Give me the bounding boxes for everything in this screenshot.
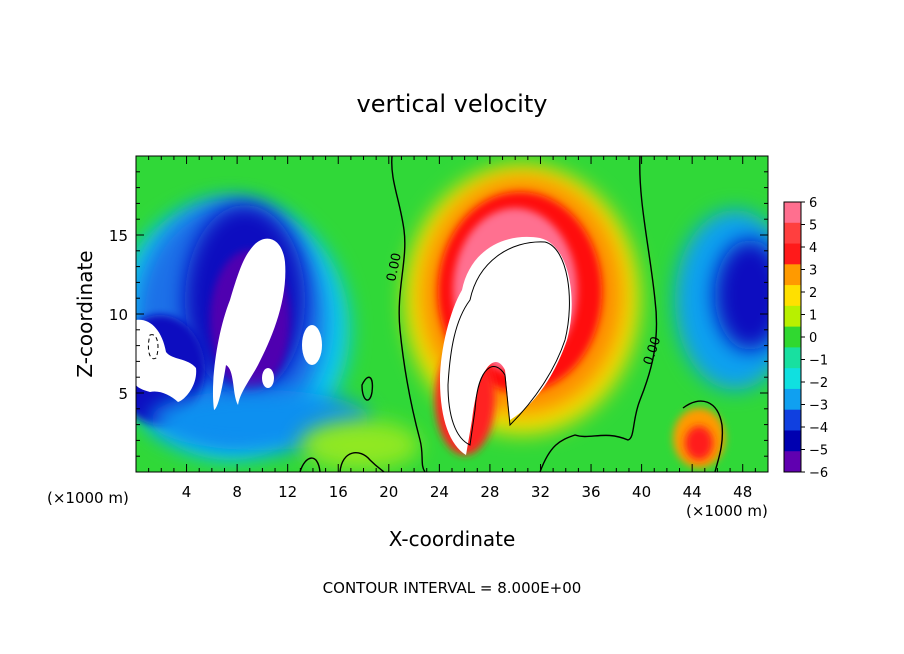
colorbar-swatch (784, 451, 801, 473)
colorbar-swatch (784, 285, 801, 307)
downdraft-core-white (212, 238, 286, 410)
x-tick-label: 16 (329, 483, 348, 501)
colorbar-label: 3 (809, 264, 817, 279)
x-unit-label-left: (×1000 m) (47, 489, 129, 507)
y-tick-label: 15 (109, 227, 128, 245)
zero-contour-small-3 (339, 452, 385, 472)
downdraft-tiny-white (262, 368, 274, 388)
colorbar-label: 2 (809, 286, 817, 301)
y-axis: 5 10 15 (109, 171, 768, 457)
x-tick-label: 36 (581, 483, 600, 501)
colorbar-label: −2 (809, 376, 828, 391)
zero-contour-right (539, 156, 658, 472)
colorbar-swatch (784, 243, 801, 265)
x-tick-label: 32 (531, 483, 550, 501)
colorbar-label: 1 (809, 309, 817, 324)
colorbar-swatch (784, 388, 801, 411)
zero-contour-right-spot (682, 400, 724, 472)
colorbar-label: −3 (809, 399, 828, 414)
contour-label: 0.00 (384, 252, 405, 283)
x-tick-label: 12 (278, 483, 297, 501)
updraft-core-white (440, 236, 572, 455)
colorbar-swatch (784, 430, 801, 452)
colorbar-label: −1 (809, 354, 828, 369)
zero-contour-left (391, 156, 426, 472)
colorbar-swatch (784, 305, 801, 328)
x-axis: 4 8 12 16 20 24 28 32 36 40 44 48 (148, 156, 756, 501)
colorbar-label: −6 (809, 466, 828, 481)
downdraft-edge-white (136, 319, 197, 402)
downdraft-small-white (302, 325, 322, 365)
y-axis-label: Z-coordinate (73, 250, 97, 377)
updraft-inner-contour (447, 241, 570, 446)
colorbar-swatch (784, 264, 801, 286)
contour-interval-footer: CONTOUR INTERVAL = 8.000E+00 (323, 579, 582, 597)
right-downdraft-inner (715, 240, 768, 350)
colorbar-label: −4 (809, 421, 828, 436)
chart-title: vertical velocity (357, 90, 548, 118)
x-unit-label-right: (×1000 m) (686, 502, 768, 520)
x-tick-label: 28 (480, 483, 499, 501)
plot-area: 0.00 0.00 (136, 156, 768, 472)
contour-lines (147, 156, 724, 472)
y-tick-label: 10 (109, 306, 128, 324)
colorbar: 6 5 4 3 2 1 0 −1 −2 −3 −4 −5 −6 (783, 196, 828, 481)
colorbar-swatch (784, 222, 801, 245)
x-tick-label: 20 (379, 483, 398, 501)
x-tick-label: 40 (632, 483, 651, 501)
downdraft-inner-contour (147, 334, 159, 360)
x-tick-label: 24 (430, 483, 449, 501)
right-updraft-inner (685, 426, 713, 460)
weak-updraft-low (300, 420, 420, 470)
colorbar-label: 6 (809, 196, 817, 211)
x-tick-label: 48 (733, 483, 752, 501)
zero-contour-small-1 (361, 376, 374, 401)
zero-contour-small-2 (299, 457, 321, 472)
colorbar-label: 4 (809, 241, 817, 256)
colorbar-label: 5 (809, 219, 817, 234)
x-tick-label: 4 (182, 483, 192, 501)
colorbar-swatch (784, 202, 801, 224)
colorbar-swatch (784, 368, 801, 390)
colorbar-label: −5 (809, 444, 828, 459)
y-tick-label: 5 (118, 385, 128, 403)
colorbar-label: 0 (809, 331, 817, 346)
colorbar-swatch (784, 326, 801, 348)
colorbar-swatch (784, 347, 801, 369)
out-of-range-regions (136, 236, 572, 455)
x-tick-label: 8 (232, 483, 242, 501)
x-tick-label: 44 (683, 483, 702, 501)
x-axis-label: X-coordinate (389, 527, 516, 551)
colorbar-swatch (784, 409, 801, 431)
